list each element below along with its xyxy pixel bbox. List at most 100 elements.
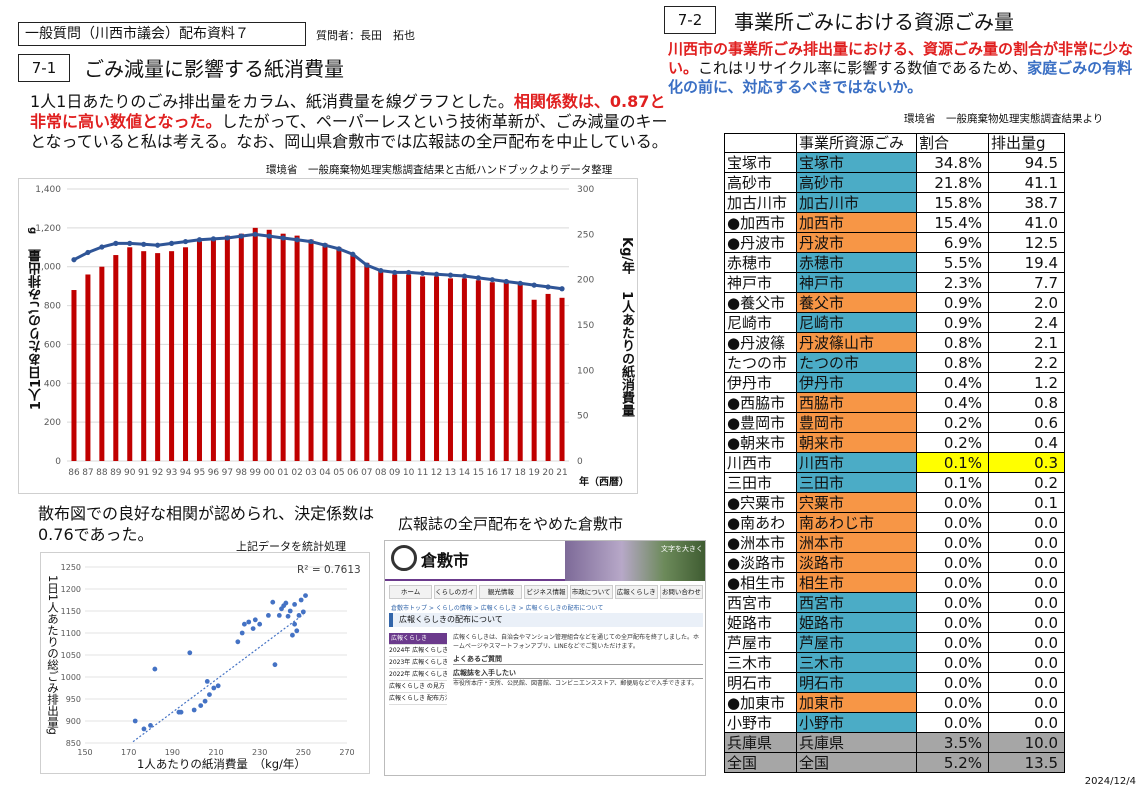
line-point bbox=[475, 275, 481, 281]
bar bbox=[420, 276, 426, 461]
x-tick-label: 96 bbox=[208, 468, 220, 478]
y-tick-label: 1,000 bbox=[35, 263, 61, 273]
header-photo: 文字を大きく bbox=[565, 541, 705, 581]
para72-highlight-blue: 家庭ごみの有料化の前に、対応するべきではないか。 bbox=[668, 59, 1133, 96]
bar bbox=[294, 235, 300, 461]
table-cell-amt: 2.1 bbox=[988, 332, 1065, 353]
table-cell-amt: 41.0 bbox=[988, 212, 1065, 233]
sidebar-item: 広報くらしき の見方 bbox=[389, 681, 447, 693]
scatter-paragraph: 散布図での良好な相関が認められ、決定係数は0.76であった。 bbox=[38, 504, 375, 544]
table-cell-amt: 0.1 bbox=[988, 492, 1065, 513]
bar bbox=[447, 278, 453, 461]
table-cell-pct: 0.2% bbox=[916, 412, 989, 433]
table-cell-city: 姫路市 bbox=[796, 612, 917, 633]
para72-highlight-red: 川西市の事業所ごみ排出量における、資源ごみ量の割合が非常に少ない。 bbox=[668, 40, 1134, 77]
x-tick-label: 11 bbox=[417, 468, 428, 478]
table-cell-name: 川西市 bbox=[724, 452, 797, 473]
table-cell-amt: 19.4 bbox=[988, 252, 1065, 273]
table-cell-city: 三田市 bbox=[796, 472, 917, 493]
section-number-7-1: 7-1 bbox=[18, 54, 70, 82]
scatter-point bbox=[298, 597, 304, 603]
x-tick-label: 97 bbox=[222, 468, 233, 478]
line-point bbox=[196, 237, 203, 243]
table-cell-pct: 0.0% bbox=[916, 672, 989, 693]
x-tick-label: 00 bbox=[263, 468, 275, 478]
table-cell-pct: 6.9% bbox=[916, 232, 989, 253]
scatter-point bbox=[152, 666, 158, 672]
scatter-x-tick: 210 bbox=[208, 748, 223, 757]
table-cell-pct: 0.4% bbox=[916, 372, 989, 393]
table-cell-pct: 0.9% bbox=[916, 292, 989, 313]
y2-tick-label: 150 bbox=[577, 321, 594, 331]
chart-y-unit: g bbox=[27, 227, 38, 235]
bar bbox=[252, 227, 258, 461]
scatter-point bbox=[207, 692, 212, 697]
table-cell-name: 尼崎市 bbox=[724, 312, 797, 333]
line-point bbox=[294, 237, 300, 243]
line-point bbox=[113, 240, 119, 246]
bar bbox=[224, 235, 230, 461]
document-date: 2024/12/4 bbox=[1084, 776, 1136, 787]
line-point bbox=[559, 286, 565, 292]
sidebar-item: 2023年 広報くらしき bbox=[389, 657, 447, 669]
chart-y-axis-label: 1人1日あたりのごみ排出量 bbox=[29, 249, 44, 411]
line-point bbox=[210, 236, 217, 242]
table-cell-pct: 0.0% bbox=[916, 512, 989, 533]
y2-tick-label: 300 bbox=[577, 185, 594, 195]
table-cell-amt: 0.0 bbox=[988, 512, 1065, 533]
table-row: ●丹波市 丹波市 6.9% 12.5 bbox=[724, 232, 1065, 253]
scatter-y-tick: 1200 bbox=[61, 585, 81, 594]
line-point bbox=[378, 268, 384, 274]
scatter-y-tick: 850 bbox=[66, 739, 81, 748]
table-cell-pct: 0.0% bbox=[916, 632, 989, 653]
scatter-point bbox=[241, 621, 247, 627]
scatter-y-tick: 950 bbox=[66, 695, 81, 704]
y2-tick-label: 0 bbox=[577, 457, 583, 467]
table-cell-amt: 38.7 bbox=[988, 192, 1065, 213]
table-cell-amt: 0.0 bbox=[988, 712, 1065, 733]
table-cell-city: 養父市 bbox=[796, 292, 917, 313]
resource-waste-table: 事業所資源ごみ 割合 排出量g 宝塚市 宝塚市 34.8% 94.5 高砂市 高砂市 21.… bbox=[724, 133, 1065, 773]
table-cell-name: 西宮市 bbox=[724, 592, 797, 613]
table-row: ●豊岡市 豊岡市 0.2% 0.6 bbox=[724, 412, 1065, 433]
table-row: 三田市 三田市 0.1% 0.2 bbox=[724, 472, 1065, 493]
section-title-7-1: ごみ減量に影響する紙消費量 bbox=[84, 57, 344, 81]
table-row: ●加東市 加東市 0.0% 0.0 bbox=[724, 692, 1065, 713]
table-cell-name: ●加西市 bbox=[724, 212, 797, 233]
table-cell-amt: 0.0 bbox=[988, 552, 1065, 573]
x-tick-label: 14 bbox=[459, 468, 471, 478]
table-cell-city: 西宮市 bbox=[796, 592, 917, 613]
table-cell-amt: 0.0 bbox=[988, 572, 1065, 593]
table-row: ●相生市 相生市 0.0% 0.0 bbox=[724, 572, 1065, 593]
bar bbox=[169, 251, 175, 461]
scatter-y-label-text: 1日1人あたりの総ごみ排出 bbox=[46, 575, 60, 717]
scatter-x-tick: 230 bbox=[252, 748, 267, 757]
scatter-point bbox=[141, 726, 147, 732]
x-tick-label: 17 bbox=[501, 468, 512, 478]
table-row: ●養父市 養父市 0.9% 2.0 bbox=[724, 292, 1065, 313]
line-point bbox=[461, 273, 468, 279]
nav-item: お問い合わせ bbox=[659, 585, 703, 599]
table-cell-amt: 0.2 bbox=[988, 472, 1065, 493]
table-cell-pct: 0.0% bbox=[916, 572, 989, 593]
table-cell-amt: 0.0 bbox=[988, 672, 1065, 693]
table-cell-name: ●朝来市 bbox=[724, 432, 797, 453]
x-tick-label: 86 bbox=[68, 468, 80, 478]
table-row: 明石市 明石市 0.0% 0.0 bbox=[724, 672, 1065, 693]
table-cell-name: 三木市 bbox=[724, 652, 797, 673]
scatter-point bbox=[292, 602, 297, 607]
bar bbox=[99, 266, 105, 461]
table-cell-amt: 1.2 bbox=[988, 372, 1065, 393]
sidebar-heading: 広報くらしき bbox=[389, 633, 447, 645]
chart-x-unit: 年（西暦） bbox=[579, 477, 629, 488]
table-cell-amt: 94.5 bbox=[988, 152, 1065, 173]
table-row: 西宮市 西宮市 0.0% 0.0 bbox=[724, 592, 1065, 613]
table-cell-city: 宍粟市 bbox=[796, 492, 917, 513]
table-row: 芦屋市 芦屋市 0.0% 0.0 bbox=[724, 632, 1065, 653]
website-sidebar: 広報くらしき 2024年 広報くらしき 2023年 広報くらしき 2022年 広… bbox=[389, 633, 447, 705]
scatter-y-tick: 1250 bbox=[61, 563, 81, 572]
table-cell-pct: 0.0% bbox=[916, 712, 989, 733]
table-cell-city: 宝塚市 bbox=[796, 152, 917, 173]
y-tick-label: 0 bbox=[55, 457, 61, 467]
table-cell-pct: 0.1% bbox=[916, 472, 989, 493]
